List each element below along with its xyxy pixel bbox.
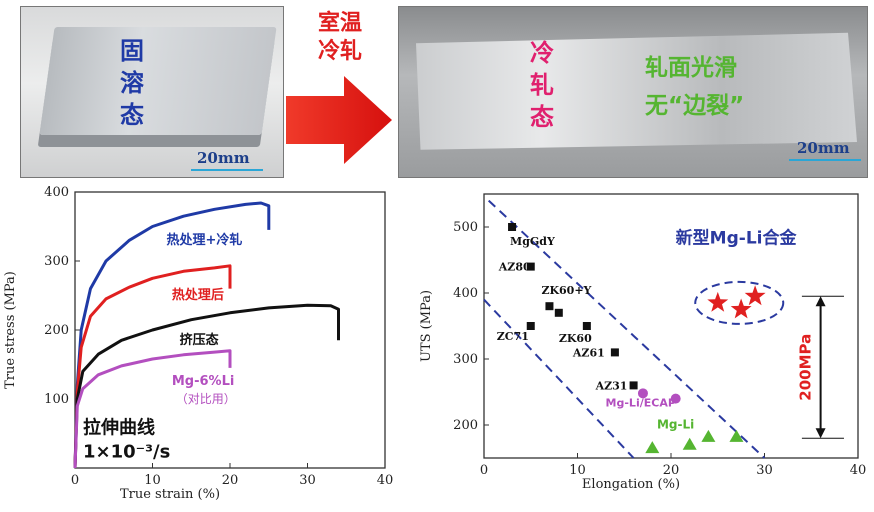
band-upper-line — [487, 199, 766, 459]
surface-note-line1: 轧面光滑 — [645, 55, 737, 81]
x-tick-label: 20 — [663, 463, 680, 478]
process-label-line2: 冷轧 — [317, 39, 362, 64]
range-arrow-head-bottom — [815, 428, 826, 439]
data-triangle — [701, 429, 716, 442]
data-square-label: AZ61 — [572, 346, 605, 359]
solid-solution-label: 固溶态 — [120, 37, 144, 129]
scale-bar — [789, 159, 861, 161]
data-square — [526, 262, 535, 271]
chart-axes: 0 10 20 30 40 100 200 300 400 True strain (%) True… — [3, 185, 393, 502]
y-tick-label: 200 — [44, 323, 69, 338]
surface-note-line2: 无“边裂” — [645, 93, 745, 119]
scale-bar — [191, 169, 263, 171]
data-square — [508, 223, 517, 231]
series-label-note: （对比用） — [176, 392, 236, 406]
solid-solution-photo: 固溶态 20mm — [20, 6, 284, 178]
y-tick-label: 400 — [44, 185, 69, 200]
scale-label: 20mm — [797, 139, 850, 157]
data-triangle — [645, 441, 660, 454]
x-tick-label: 40 — [850, 463, 867, 478]
data-square — [582, 322, 591, 330]
x-tick-label: 30 — [299, 473, 316, 488]
cold-rolled-photo: 冷轧态 轧面光滑 无“边裂” 20mm — [398, 6, 868, 178]
process-label: 室温 冷轧 — [292, 10, 388, 66]
series-line — [73, 264, 232, 469]
data-square — [554, 308, 563, 317]
chart-series — [73, 201, 340, 469]
y-tick-label: 300 — [453, 352, 478, 367]
annotation-title: 拉伸曲线 — [83, 417, 155, 439]
band-lower-line — [483, 298, 635, 459]
x-tick-label: 30 — [756, 463, 773, 478]
data-star — [744, 285, 766, 306]
data-square-label: MgGdY — [510, 235, 555, 248]
data-square — [610, 348, 619, 357]
series-label: 挤压态 — [180, 332, 219, 348]
series-label: 热处理+冷轧 — [166, 232, 242, 248]
annotation-rate: 1×10⁻³/s — [83, 442, 170, 463]
data-triangle — [729, 429, 744, 442]
data-star — [707, 291, 729, 312]
series-label: Mg-6%Li — [172, 374, 234, 389]
range-label: 200MPa — [797, 334, 815, 401]
circle-label: Mg-Li/ECAP — [606, 397, 676, 410]
x-tick-label: 0 — [71, 473, 79, 488]
range-arrow-head-top — [815, 296, 826, 307]
y-tick-label: 200 — [453, 418, 478, 433]
series-line — [73, 349, 232, 469]
data-square-label: ZK60+Y — [541, 284, 591, 297]
data-triangle — [682, 437, 697, 450]
data-square-label: AZ80 — [498, 261, 531, 274]
rolled-sheet-image — [416, 32, 857, 150]
data-square — [629, 381, 638, 390]
x-tick-label: 20 — [222, 473, 239, 488]
y-tick-label: 100 — [44, 392, 69, 407]
x-tick-label: 10 — [144, 473, 161, 488]
series-line — [73, 303, 340, 469]
y-tick-label: 500 — [453, 220, 478, 235]
x-tick-label: 0 — [480, 463, 488, 478]
process-label-line1: 室温 — [317, 11, 362, 36]
triangle-label: Mg-Li — [657, 417, 694, 431]
data-square-label: AZ31 — [595, 379, 628, 392]
metal-plate-image — [39, 27, 277, 135]
x-tick-label: 10 — [569, 463, 586, 478]
scale-label: 20mm — [197, 149, 250, 167]
y-axis-label: UTS (MPa) — [419, 290, 434, 362]
y-tick-label: 300 — [44, 254, 69, 269]
stress-strain-chart: 0 10 20 30 40 100 200 300 400 True strain (%) True… — [3, 185, 393, 502]
data-circle — [670, 393, 681, 404]
uts-elongation-chart: 0 10 20 30 40 200 300 400 500 Elongation (%) UTS (… — [419, 193, 867, 492]
data-square — [526, 322, 535, 330]
arrow-icon — [286, 76, 392, 164]
data-square-label: ZC71 — [497, 330, 529, 343]
highlight-ellipse — [694, 280, 785, 325]
y-axis-label: True stress (MPa) — [3, 271, 18, 389]
data-square-label: ZK60 — [559, 332, 592, 345]
x-axis-label: Elongation (%) — [582, 477, 680, 492]
x-tick-label: 40 — [377, 473, 394, 488]
data-circle — [637, 388, 648, 399]
x-axis-label: True strain (%) — [120, 487, 220, 502]
data-square — [545, 302, 554, 311]
chart-title: 新型Mg-Li合金 — [676, 228, 798, 249]
cold-rolled-label: 冷轧态 — [530, 39, 554, 131]
series-label: 热处理后 — [172, 287, 224, 303]
surface-note: 轧面光滑 无“边裂” — [645, 49, 744, 125]
data-star — [730, 298, 752, 319]
y-tick-label: 400 — [453, 286, 478, 301]
series-line — [73, 201, 271, 469]
chart-axes: 0 10 20 30 40 200 300 400 500 Elongation (%) UTS (… — [419, 193, 867, 492]
